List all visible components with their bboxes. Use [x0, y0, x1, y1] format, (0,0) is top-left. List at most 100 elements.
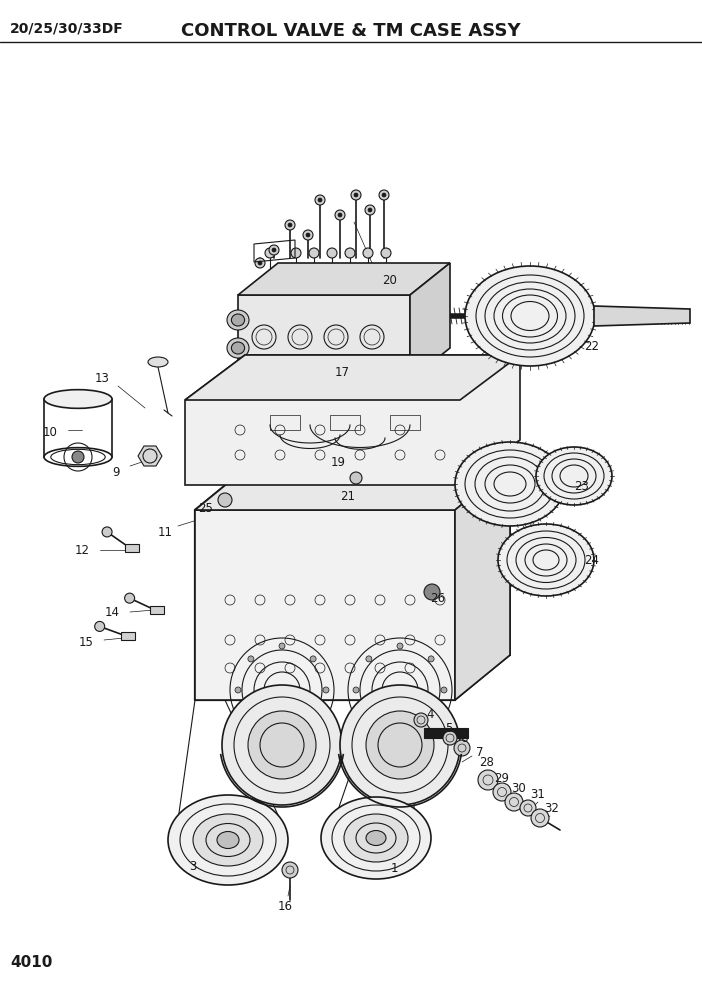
Bar	[270, 415, 300, 430]
Text: 21: 21	[340, 489, 355, 503]
Circle shape	[350, 472, 362, 484]
Circle shape	[335, 210, 345, 220]
Circle shape	[125, 593, 135, 603]
Circle shape	[520, 800, 536, 816]
Circle shape	[363, 248, 373, 258]
Circle shape	[382, 193, 386, 197]
Circle shape	[315, 195, 325, 205]
Ellipse shape	[366, 830, 386, 845]
Polygon shape	[185, 355, 520, 400]
Circle shape	[102, 527, 112, 537]
Text: 1: 1	[390, 861, 398, 875]
Circle shape	[291, 248, 301, 258]
Circle shape	[366, 718, 372, 724]
Bar	[121, 632, 135, 640]
Ellipse shape	[465, 266, 595, 366]
Circle shape	[248, 718, 254, 724]
Text: 29: 29	[494, 772, 510, 785]
Circle shape	[379, 190, 389, 200]
Circle shape	[310, 656, 316, 662]
Circle shape	[381, 248, 391, 258]
Circle shape	[72, 451, 84, 463]
Text: 28: 28	[479, 756, 494, 769]
Circle shape	[249, 359, 267, 377]
Ellipse shape	[217, 831, 239, 848]
Text: 23: 23	[574, 479, 590, 492]
Text: 10: 10	[43, 426, 58, 438]
Circle shape	[443, 731, 457, 745]
Polygon shape	[238, 295, 410, 380]
Text: 9: 9	[112, 465, 120, 478]
Circle shape	[269, 245, 279, 255]
Ellipse shape	[536, 447, 612, 505]
Circle shape	[366, 711, 434, 779]
Text: 13: 13	[95, 371, 110, 385]
Text: 30: 30	[512, 782, 526, 795]
Text: 15: 15	[79, 636, 93, 649]
Circle shape	[379, 359, 397, 377]
Text: 11: 11	[157, 526, 173, 539]
Circle shape	[248, 656, 254, 662]
Circle shape	[309, 248, 319, 258]
Circle shape	[218, 493, 232, 507]
Polygon shape	[185, 355, 520, 485]
Circle shape	[397, 643, 403, 649]
Circle shape	[454, 740, 470, 756]
Ellipse shape	[44, 390, 112, 409]
Circle shape	[279, 731, 285, 737]
Circle shape	[235, 687, 241, 693]
Circle shape	[493, 783, 511, 801]
Text: 7: 7	[476, 746, 484, 759]
Circle shape	[327, 248, 337, 258]
Circle shape	[368, 208, 372, 212]
Text: CONTROL VALVE & TM CASE ASSY: CONTROL VALVE & TM CASE ASSY	[181, 22, 521, 40]
Circle shape	[505, 793, 523, 811]
Polygon shape	[138, 446, 162, 466]
Text: 14: 14	[105, 605, 119, 618]
Ellipse shape	[498, 524, 594, 596]
Circle shape	[288, 223, 292, 227]
Text: 32: 32	[545, 802, 559, 814]
Text: 5: 5	[445, 721, 453, 734]
Circle shape	[353, 687, 359, 693]
Ellipse shape	[227, 310, 249, 330]
Polygon shape	[238, 263, 450, 295]
Polygon shape	[195, 510, 455, 700]
Text: 20/25/30/33DF: 20/25/30/33DF	[10, 22, 124, 36]
Text: 25: 25	[199, 502, 213, 515]
Polygon shape	[594, 306, 690, 326]
Circle shape	[345, 248, 355, 258]
Circle shape	[428, 718, 434, 724]
Circle shape	[258, 261, 262, 265]
Text: 19: 19	[331, 455, 345, 468]
Circle shape	[282, 862, 298, 878]
Circle shape	[351, 190, 361, 200]
Text: 6: 6	[461, 731, 468, 745]
Circle shape	[531, 809, 549, 827]
Bar	[330, 415, 360, 430]
Ellipse shape	[168, 795, 288, 885]
Text: 24: 24	[585, 554, 600, 566]
Polygon shape	[195, 465, 510, 510]
Circle shape	[248, 711, 316, 779]
Circle shape	[306, 233, 310, 237]
Polygon shape	[455, 465, 510, 700]
Circle shape	[354, 193, 358, 197]
Circle shape	[279, 643, 285, 649]
Text: 22: 22	[585, 339, 600, 352]
Circle shape	[428, 656, 434, 662]
Circle shape	[265, 248, 275, 258]
Circle shape	[366, 656, 372, 662]
Circle shape	[318, 198, 322, 202]
Ellipse shape	[455, 442, 565, 526]
Bar	[424, 728, 468, 738]
Ellipse shape	[232, 314, 244, 326]
Circle shape	[340, 685, 460, 805]
Bar	[150, 606, 164, 614]
Circle shape	[336, 359, 354, 377]
Circle shape	[338, 213, 342, 217]
Text: 17: 17	[334, 365, 350, 379]
Circle shape	[397, 731, 403, 737]
Ellipse shape	[232, 342, 244, 354]
Circle shape	[414, 713, 428, 727]
